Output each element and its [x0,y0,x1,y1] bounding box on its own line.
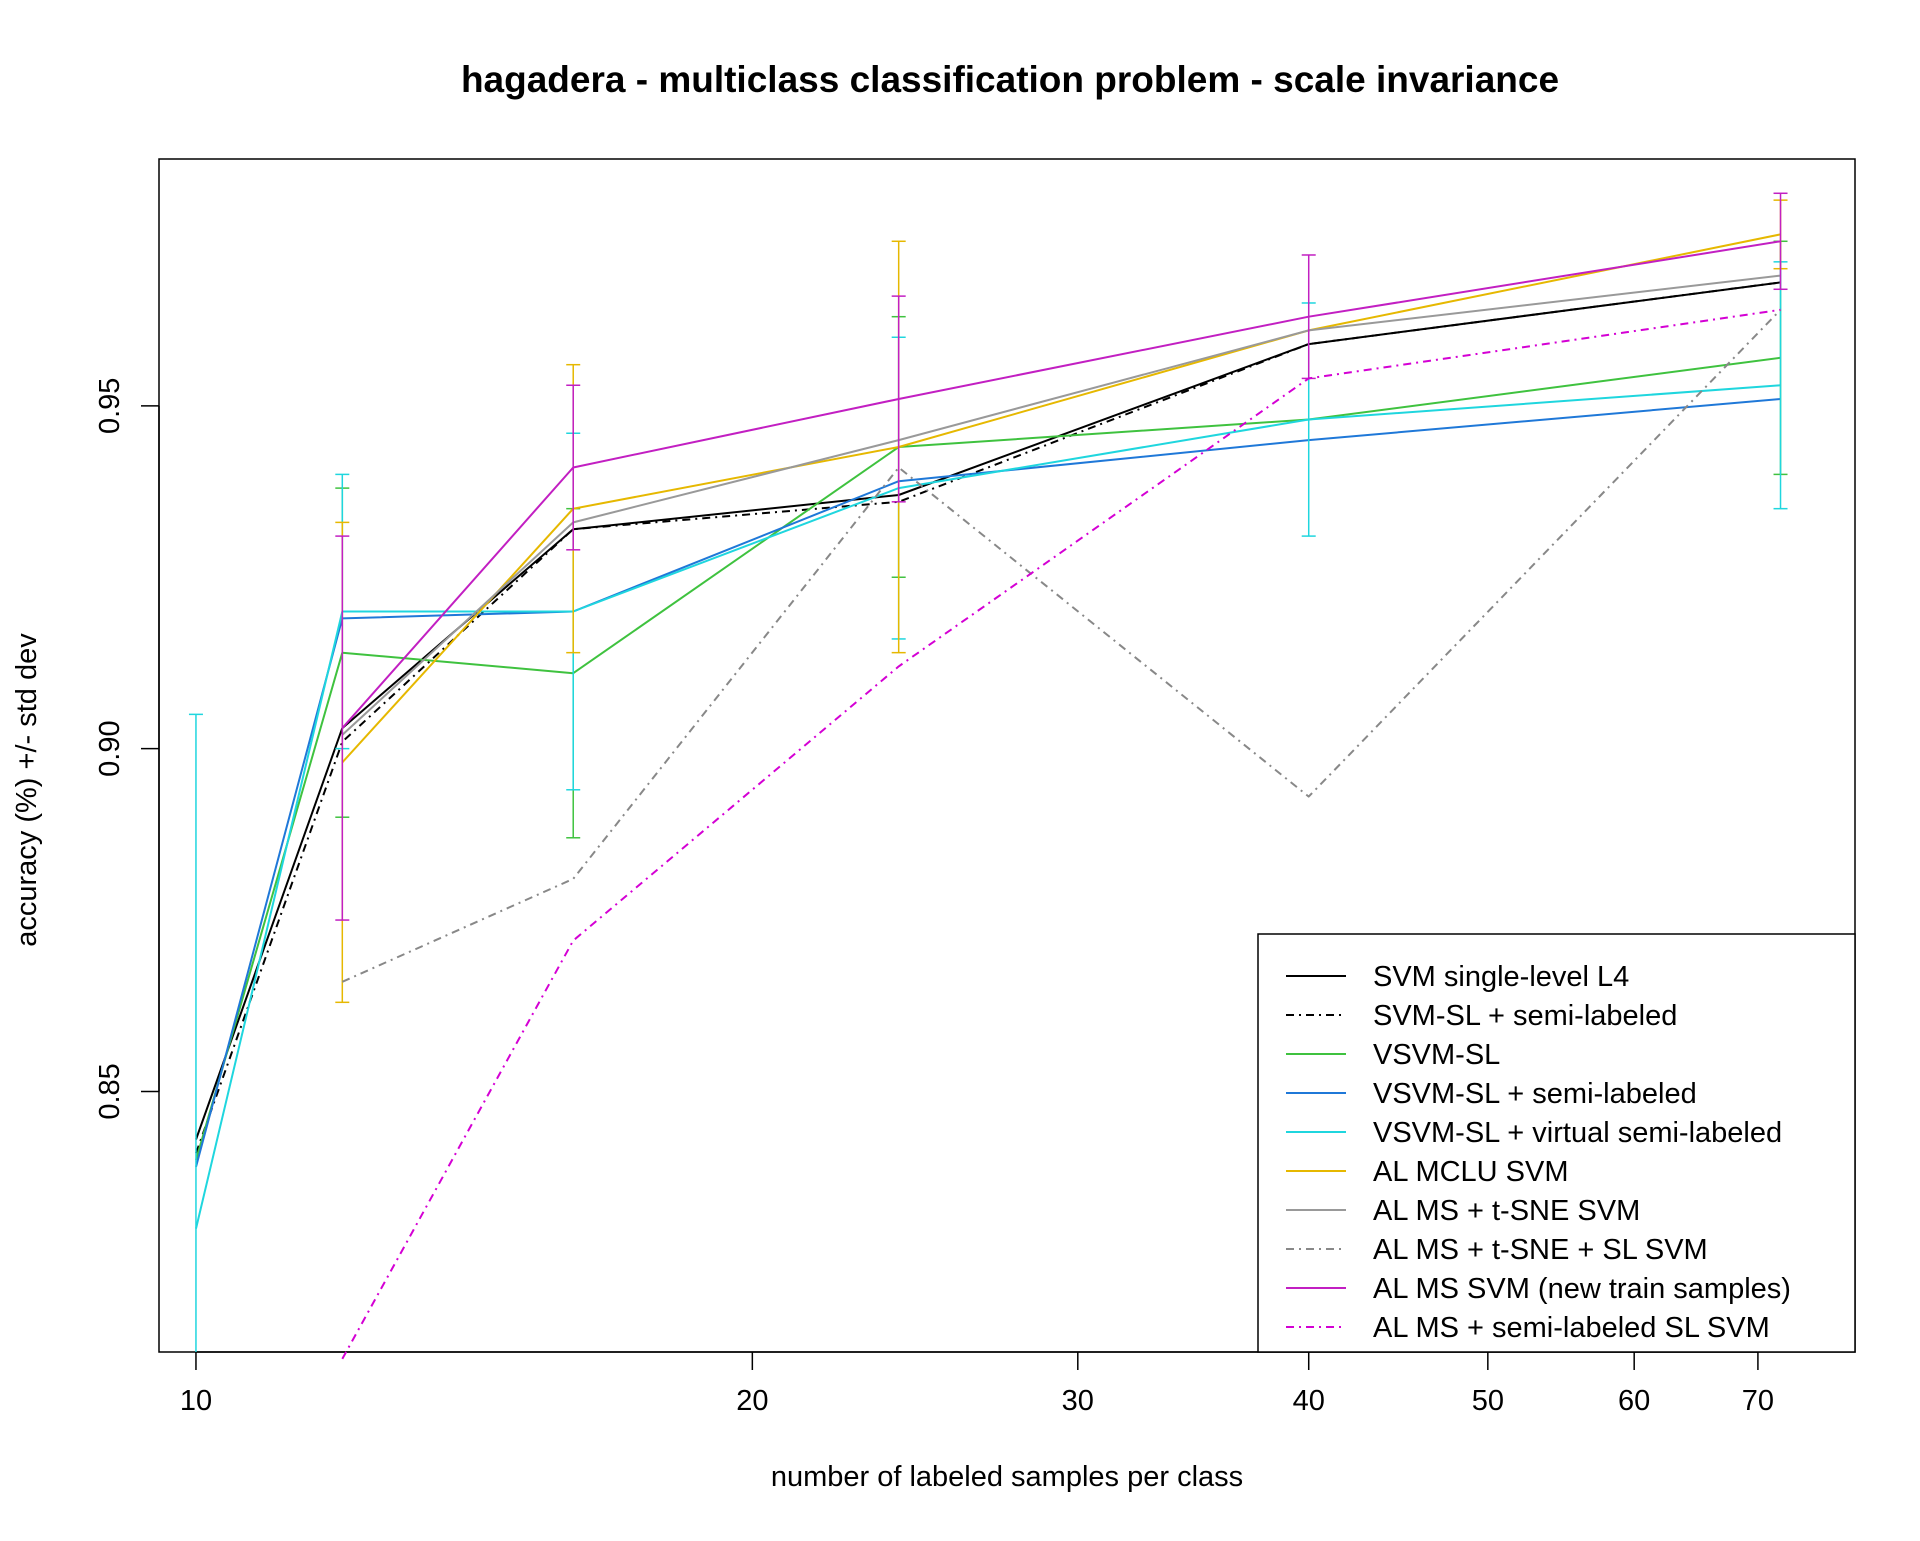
series-line [341,308,1781,1360]
series-group [341,274,1781,736]
series-line [195,398,1781,1168]
series-line [341,240,1781,729]
y-axis-title: accuracy (%) +/- std dev [11,633,43,947]
legend-label: AL MS + t-SNE + SL SVM [1373,1234,1708,1266]
x-tick-label: 40 [1293,1385,1325,1417]
x-axis: 10 20 30 40 50 60 70 [180,1351,1774,1417]
legend-label: AL MS + t-SNE SVM [1373,1195,1640,1227]
legend-label: SVM-SL + semi-labeled [1373,1000,1677,1032]
series-group [335,199,1788,1004]
legend-label: VSVM-SL [1373,1039,1500,1071]
x-tick-label: 70 [1742,1385,1774,1417]
legend-box [1257,933,1856,1353]
legend-label: SVM single-level L4 [1373,961,1629,993]
series-line [341,309,1782,983]
legend-label: AL MS SVM (new train samples) [1373,1273,1791,1305]
x-tick-label: 20 [736,1385,768,1417]
series-group [341,309,1782,983]
x-axis-title: number of labeled samples per class [771,1461,1243,1493]
series-line [195,384,1781,1229]
x-tick-label: 60 [1618,1385,1650,1417]
legend-label: VSVM-SL + semi-labeled [1373,1078,1697,1110]
y-tick-label: 0.85 [94,1063,126,1119]
legend-label: AL MS + semi-labeled SL SVM [1373,1312,1770,1344]
y-tick-label: 0.90 [94,720,126,776]
series-line [195,281,1781,1154]
series-line [341,274,1781,736]
series-group [341,308,1781,1360]
y-axis: 0.85 0.90 0.95 [94,378,160,1120]
x-tick-label: 10 [180,1385,212,1417]
legend-label: AL MCLU SVM [1373,1156,1569,1188]
x-tick-label: 50 [1472,1385,1504,1417]
series-line [341,233,1781,764]
series-group [195,398,1781,1168]
legend: SVM single-level L4 SVM-SL + semi-labeled… [1257,933,1856,1353]
series-layer [188,192,1788,1360]
x-tick-label: 30 [1062,1385,1094,1417]
series-group [195,281,1781,1140]
series-group [195,281,1781,1154]
series-line [195,281,1781,1140]
series-line [195,356,1781,1161]
legend-label: VSVM-SL + virtual semi-labeled [1373,1117,1782,1149]
series-group [335,192,1788,921]
chart-title: hagadera - multiclass classification pro… [461,59,1559,100]
y-tick-label: 0.95 [94,378,126,434]
